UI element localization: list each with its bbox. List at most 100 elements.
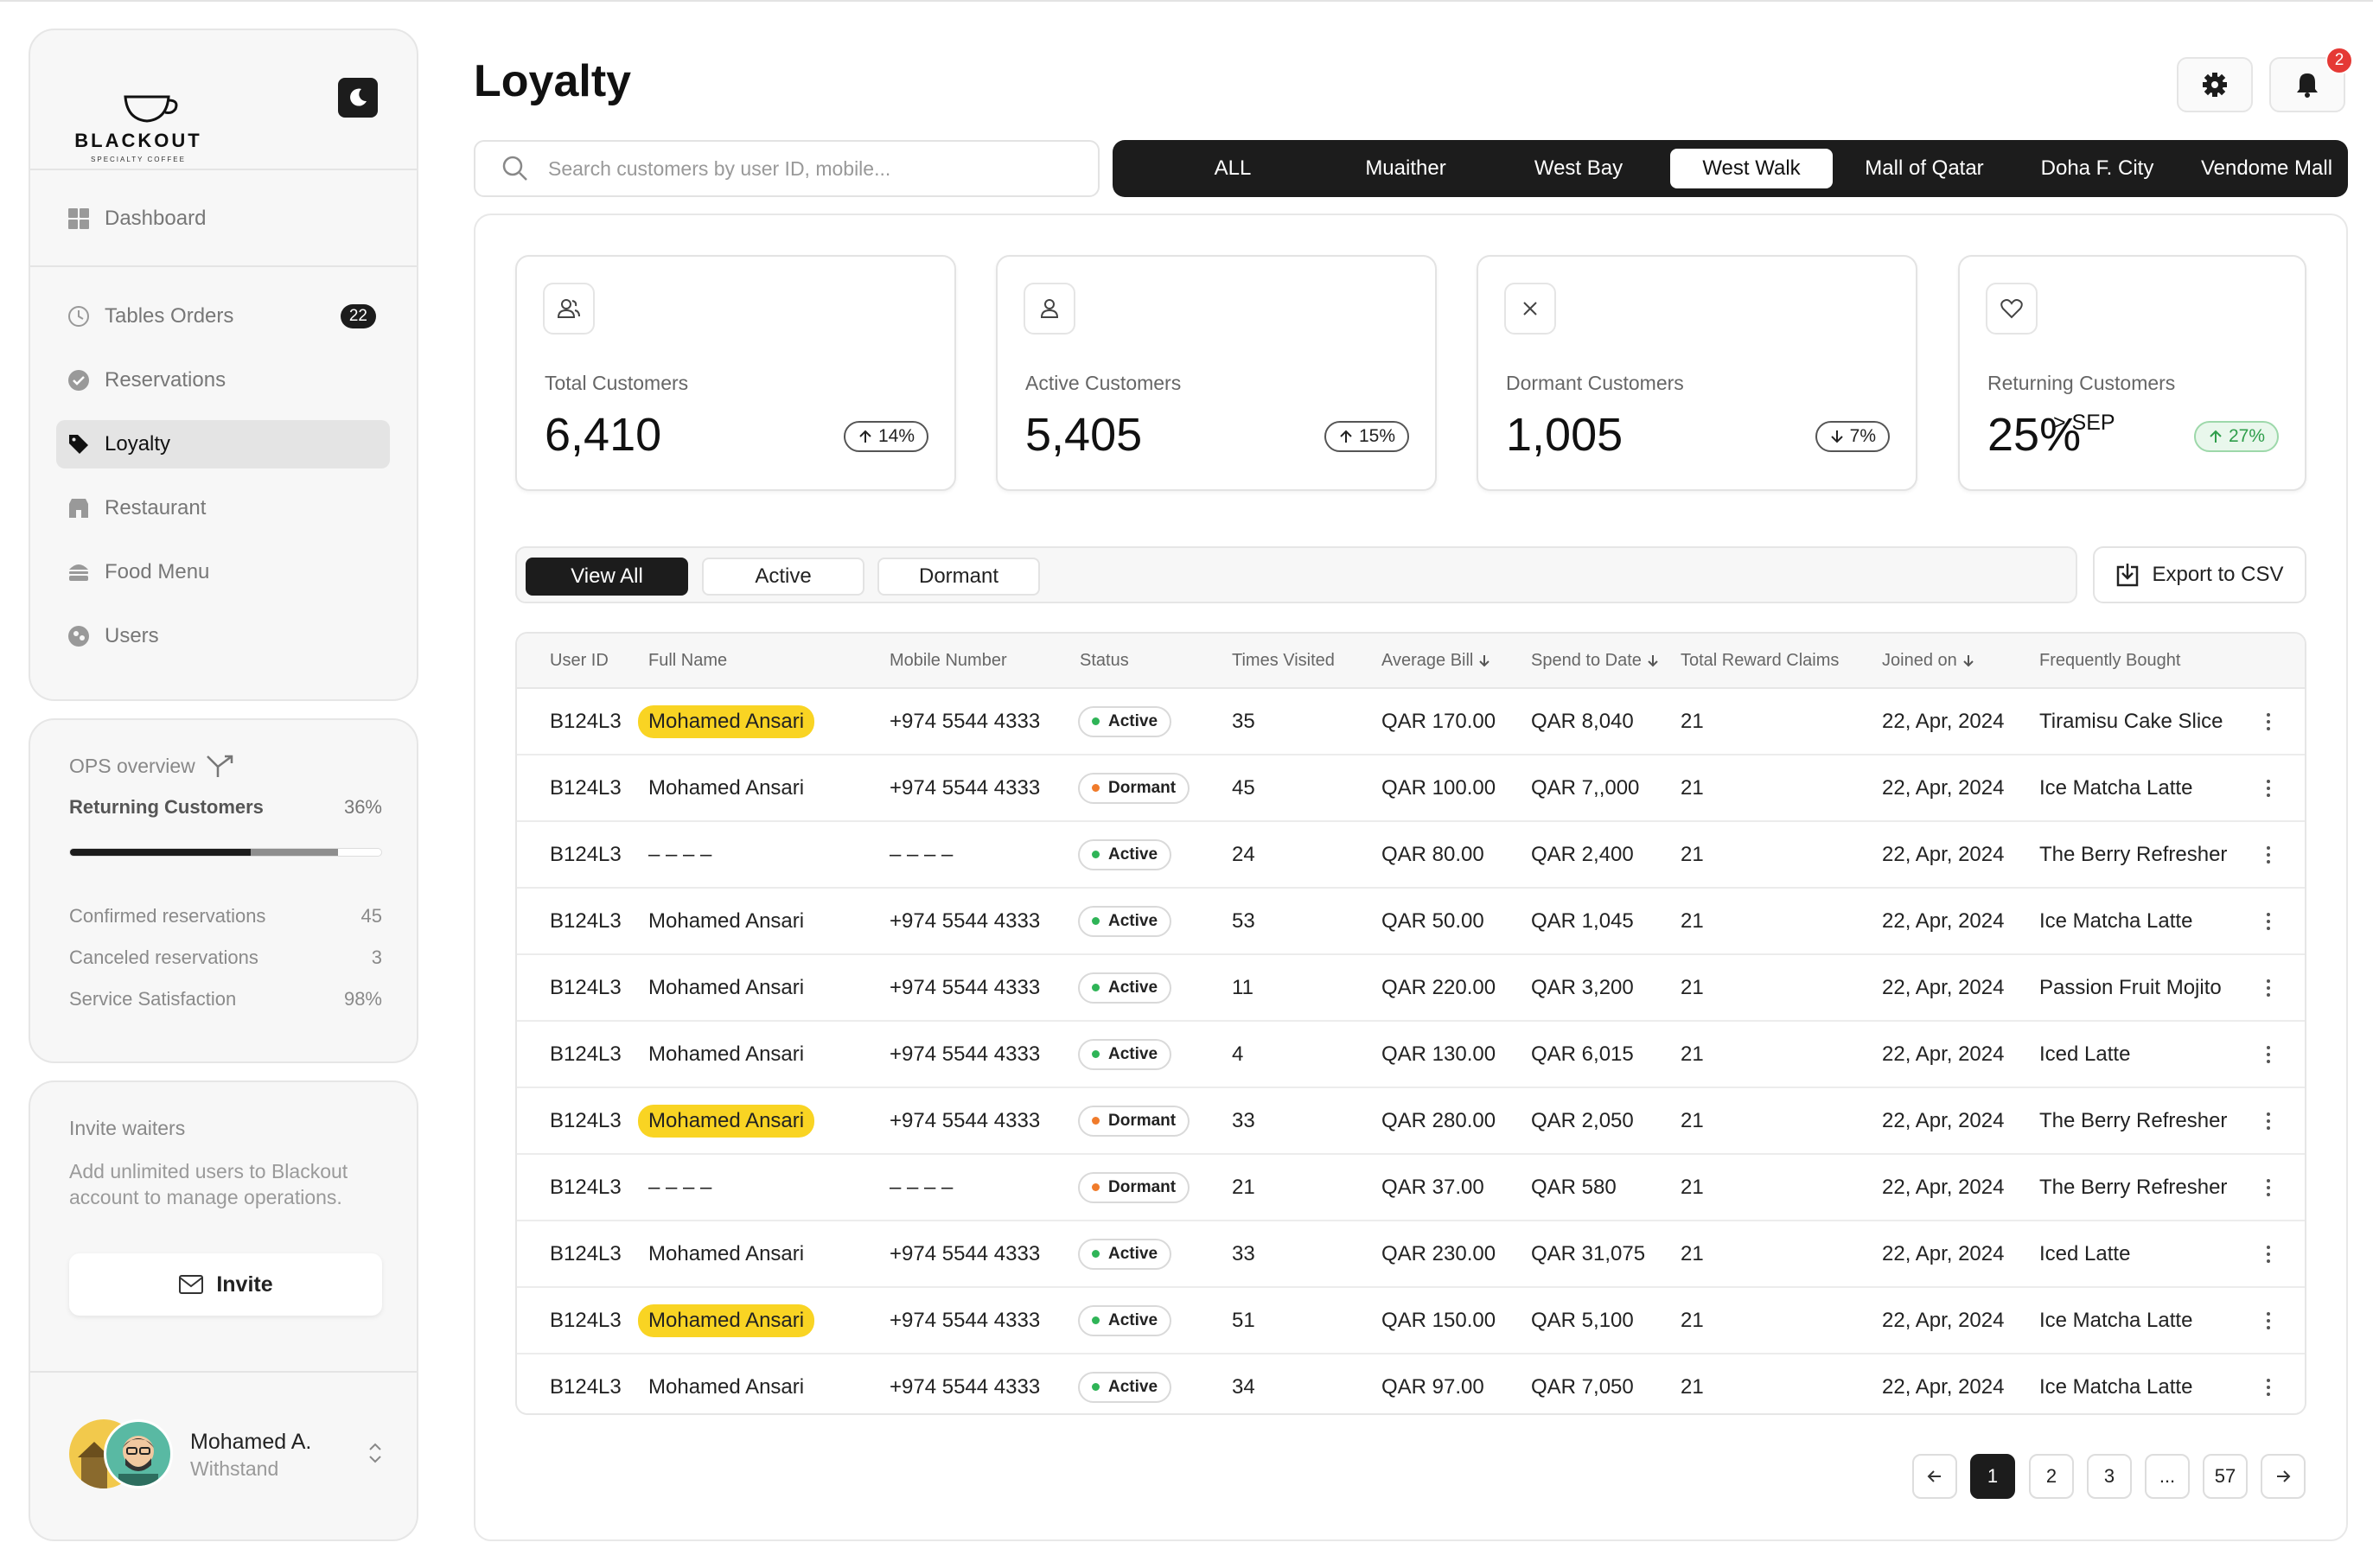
cell-mobile: – – – – bbox=[890, 842, 954, 866]
coffee-cup-icon bbox=[124, 95, 178, 123]
sidebar-item-label: Dashboard bbox=[105, 207, 207, 230]
table-row[interactable]: B124L3 Mohamed Ansari +974 5544 4333 Active… bbox=[517, 689, 2305, 755]
table-row[interactable]: B124L3 Mohamed Ansari +974 5544 4333 Active… bbox=[517, 1354, 2305, 1413]
column-header-spend-to-date[interactable]: Spend to Date bbox=[1531, 634, 1659, 687]
search-bar[interactable] bbox=[474, 140, 1100, 197]
cell-times-visited: 33 bbox=[1232, 1241, 1255, 1265]
settings-button[interactable] bbox=[2177, 57, 2253, 112]
sidebar-item-food-menu[interactable]: Food Menu bbox=[56, 548, 390, 596]
sidebar-item-dashboard[interactable]: Dashboard bbox=[56, 194, 390, 243]
stat-label: Total Customers bbox=[545, 372, 689, 394]
row-menu-button[interactable] bbox=[2267, 755, 2270, 820]
user-profile[interactable]: Mohamed A. Withstand bbox=[69, 1419, 389, 1497]
stat-change-badge: 15% bbox=[1324, 421, 1409, 452]
sidebar-item-users[interactable]: Users bbox=[56, 612, 390, 660]
status-label: Dormant bbox=[1108, 1111, 1177, 1130]
row-menu-button[interactable] bbox=[2267, 1088, 2270, 1153]
sidebar-item-restaurant[interactable]: Restaurant bbox=[56, 484, 390, 532]
cell-mobile: +974 5544 4333 bbox=[890, 1374, 1041, 1399]
row-menu-button[interactable] bbox=[2267, 1155, 2270, 1220]
cell-status: Dormant bbox=[1078, 755, 1190, 820]
row-menu-button[interactable] bbox=[2267, 822, 2270, 887]
brand-logo[interactable]: BLACKOUT SPECIALTY COFFEE bbox=[69, 61, 207, 182]
row-menu-button[interactable] bbox=[2267, 1288, 2270, 1353]
pagination-prev-button[interactable] bbox=[1912, 1454, 1957, 1499]
user-name: Mohamed A. bbox=[190, 1430, 312, 1454]
sort-arrow-down-icon bbox=[1648, 655, 1658, 667]
store-icon bbox=[67, 496, 91, 520]
dark-mode-toggle[interactable] bbox=[338, 78, 378, 118]
location-tab-mall-of-qatar[interactable]: Mall of Qatar bbox=[1865, 156, 1984, 180]
invite-button-label: Invite bbox=[216, 1272, 273, 1297]
cell-status: Active bbox=[1078, 955, 1172, 1020]
export-csv-button[interactable]: Export to CSV bbox=[2093, 546, 2306, 603]
row-menu-button[interactable] bbox=[2267, 1022, 2270, 1087]
panel-divider bbox=[30, 1371, 417, 1373]
location-tab-west-bay[interactable]: West Bay bbox=[1534, 156, 1623, 180]
progress-secondary bbox=[250, 849, 338, 856]
invite-button[interactable]: Invite bbox=[69, 1253, 382, 1316]
status-label: Dormant bbox=[1108, 778, 1177, 797]
chevron-up-down-icon[interactable] bbox=[367, 1440, 383, 1466]
status-badge: Active bbox=[1078, 972, 1172, 1004]
customer-name: Mohamed Ansari bbox=[648, 1241, 805, 1265]
pagination-ellipsis[interactable]: ... bbox=[2145, 1454, 2190, 1499]
pagination-page-2[interactable]: 2 bbox=[2029, 1454, 2074, 1499]
pagination-next-button[interactable] bbox=[2261, 1454, 2306, 1499]
sidebar-item-label: Users bbox=[105, 624, 159, 647]
table-row[interactable]: B124L3 – – – – – – – – Active 24 QAR 80.00 QAR… bbox=[517, 822, 2305, 889]
ops-stat-value: 45 bbox=[360, 905, 382, 927]
cell-frequently-bought: Ice Matcha Latte bbox=[2039, 1308, 2193, 1332]
search-input[interactable] bbox=[548, 156, 1032, 181]
user-icon bbox=[1024, 283, 1075, 335]
row-menu-button[interactable] bbox=[2267, 689, 2270, 754]
table-row[interactable]: B124L3 Mohamed Ansari +974 5544 4333 Active… bbox=[517, 889, 2305, 955]
table-row[interactable]: B124L3 – – – – – – – – Dormant 21 QAR 37.00 QA… bbox=[517, 1155, 2305, 1221]
sidebar-item-loyalty[interactable]: Loyalty bbox=[56, 420, 390, 468]
cell-spend-to-date: QAR 2,400 bbox=[1531, 842, 1634, 866]
table-row[interactable]: B124L3 Mohamed Ansari +974 5544 4333 Active… bbox=[517, 955, 2305, 1022]
row-menu-button[interactable] bbox=[2267, 955, 2270, 1020]
cell-full-name: Mohamed Ansari bbox=[638, 1088, 815, 1153]
sidebar-item-label: Restaurant bbox=[105, 496, 207, 519]
table-row[interactable]: B124L3 Mohamed Ansari +974 5544 4333 Dorman… bbox=[517, 755, 2305, 822]
location-tab-muaither[interactable]: Muaither bbox=[1365, 156, 1446, 180]
filter-dormant[interactable]: Dormant bbox=[877, 558, 1040, 596]
column-header-average-bill[interactable]: Average Bill bbox=[1381, 634, 1490, 687]
table-header: User ID Full Name Mobile Number Status Times… bbox=[517, 634, 2305, 689]
cell-status: Dormant bbox=[1078, 1088, 1190, 1153]
cell-frequently-bought: Ice Matcha Latte bbox=[2039, 908, 2193, 933]
sidebar-divider bbox=[30, 169, 417, 170]
pagination-page-1[interactable]: 1 bbox=[1970, 1454, 2015, 1499]
table-row[interactable]: B124L3 Mohamed Ansari +974 5544 4333 Active… bbox=[517, 1022, 2305, 1088]
row-menu-button[interactable] bbox=[2267, 1221, 2270, 1286]
stat-change-badge: 14% bbox=[843, 421, 928, 452]
row-menu-button[interactable] bbox=[2267, 1354, 2270, 1413]
status-label: Active bbox=[1108, 1377, 1158, 1396]
cell-frequently-bought: The Berry Refresher bbox=[2039, 1108, 2228, 1132]
filter-active[interactable]: Active bbox=[702, 558, 864, 596]
column-header-joined-on[interactable]: Joined on bbox=[1882, 634, 1974, 687]
sidebar-item-reservations[interactable]: Reservations bbox=[56, 356, 390, 405]
column-header-label: Spend to Date bbox=[1531, 650, 1642, 670]
stat-value: 5,405 bbox=[1025, 409, 1143, 461]
pagination-page-3[interactable]: 3 bbox=[2087, 1454, 2132, 1499]
filter-view-all[interactable]: View All bbox=[526, 558, 688, 596]
location-tab-doha-f-city[interactable]: Doha F. City bbox=[2040, 156, 2154, 180]
top-divider bbox=[0, 0, 2373, 2]
location-tab-all[interactable]: ALL bbox=[1214, 156, 1252, 180]
table-row[interactable]: B124L3 Mohamed Ansari +974 5544 4333 Active… bbox=[517, 1288, 2305, 1354]
row-menu-button[interactable] bbox=[2267, 889, 2270, 953]
column-header-label: Mobile Number bbox=[890, 650, 1007, 670]
stat-change-badge: 27% bbox=[2193, 421, 2279, 452]
customer-name: – – – – bbox=[648, 1175, 712, 1199]
table-row[interactable]: B124L3 Mohamed Ansari +974 5544 4333 Dorman… bbox=[517, 1088, 2305, 1155]
status-dot bbox=[1092, 917, 1100, 925]
returning-customers-row: Returning Customers 36% bbox=[69, 796, 382, 819]
customer-name: Mohamed Ansari bbox=[638, 1303, 815, 1337]
pagination-page-57[interactable]: 57 bbox=[2203, 1454, 2248, 1499]
location-tab-west-walk[interactable]: West Walk bbox=[1670, 149, 1833, 188]
location-tab-vendome-mall[interactable]: Vendome Mall bbox=[2200, 156, 2333, 180]
sidebar-item-tables-orders[interactable]: Tables Orders 22 bbox=[56, 292, 390, 341]
table-row[interactable]: B124L3 Mohamed Ansari +974 5544 4333 Active… bbox=[517, 1221, 2305, 1288]
